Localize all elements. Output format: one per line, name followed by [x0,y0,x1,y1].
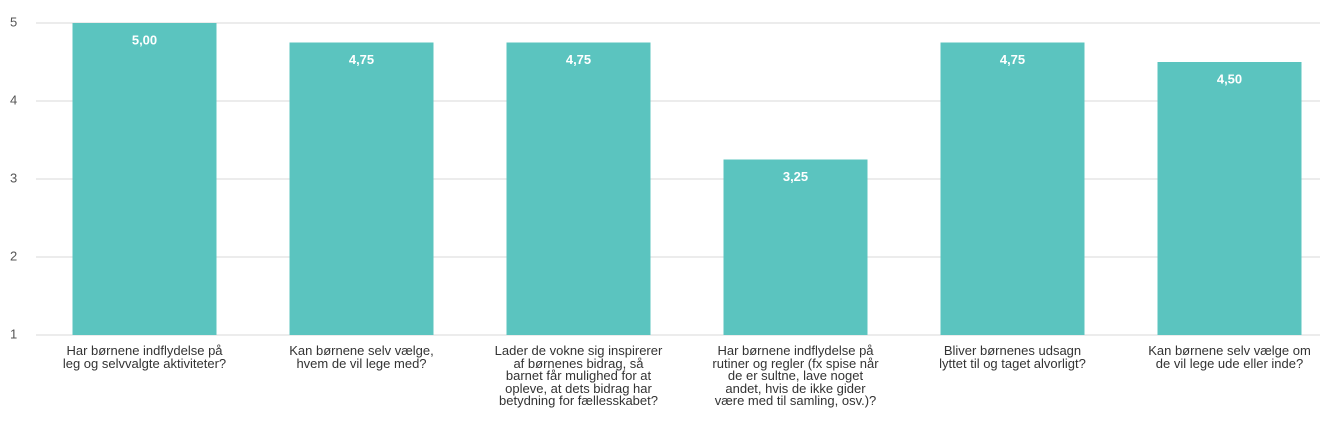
x-tick-label: Lader de vokne sig inspirerer af børnene… [494,343,663,408]
y-tick-label: 3 [10,170,17,185]
x-tick-label: Har børnene indflydelse på rutiner og re… [712,343,879,408]
y-tick-label: 5 [10,14,17,29]
y-tick-label: 2 [10,248,17,263]
value-label: 4,75 [566,52,591,67]
bar [506,42,651,335]
bar [289,42,434,335]
bar [72,23,217,335]
value-label: 5,00 [132,32,157,47]
value-label: 4,75 [1000,52,1025,67]
x-tick-label: Bliver børnenes udsagn lyttet til og tag… [939,343,1086,371]
x-tick-label: Kan børnene selv vælge om de vil lege ud… [1148,343,1311,371]
value-label: 4,75 [349,52,374,67]
value-label: 4,50 [1217,71,1242,86]
y-tick-label: 1 [10,326,17,341]
bar [1157,62,1302,335]
value-label: 3,25 [783,169,808,184]
x-tick-label: Kan børnene selv vælge, hvem de vil lege… [289,343,434,371]
bar [723,159,868,335]
x-tick-label: Har børnene indflydelse på leg og selvva… [62,343,227,371]
bar [940,42,1085,335]
y-tick-label: 4 [10,92,17,107]
